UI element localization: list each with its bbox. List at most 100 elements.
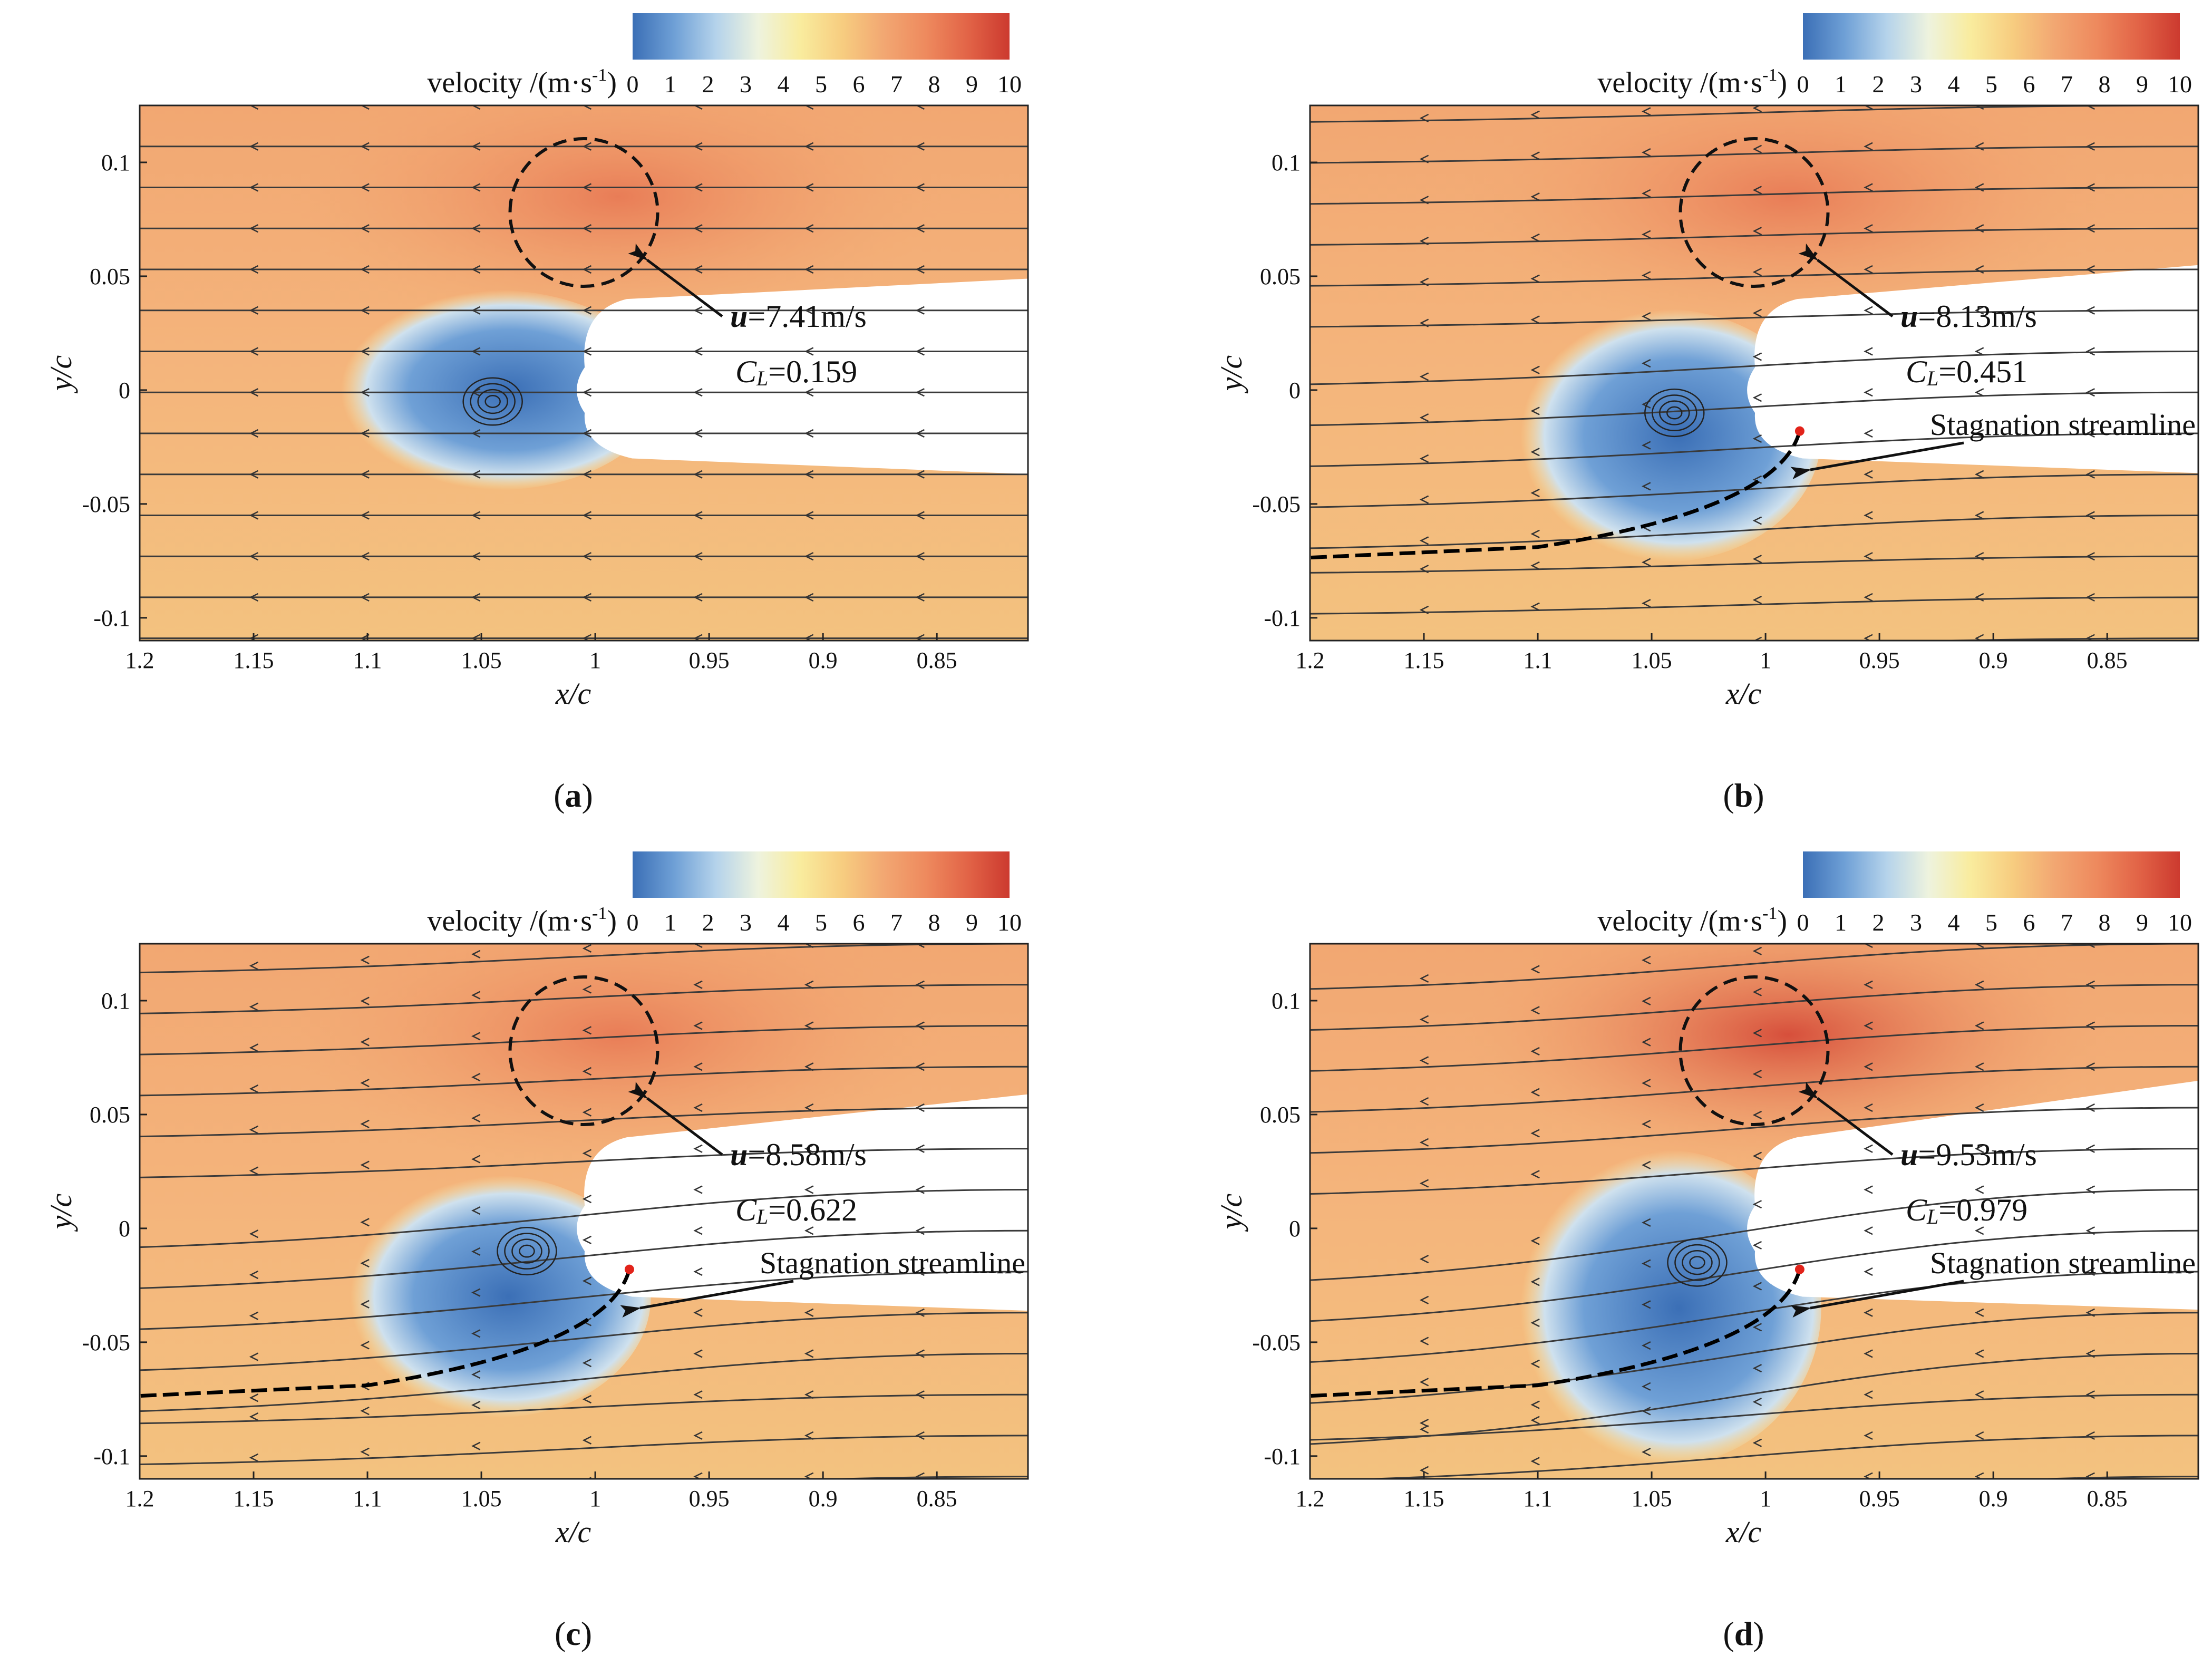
streamline-arrow [915, 224, 925, 233]
streamline-arrow [1530, 1457, 1540, 1466]
streamline-arrow [471, 1247, 481, 1256]
streamline-arrow [804, 142, 814, 151]
streamline-arrow [360, 105, 370, 110]
streamline-arrow [1419, 1138, 1429, 1147]
streamline-arrow [249, 511, 259, 520]
x-tick-label: 0.95 [689, 1486, 730, 1512]
streamline-arrow [1642, 1160, 1651, 1170]
streamline-arrow [804, 224, 814, 233]
colorbar-tick-label: 2 [702, 71, 714, 98]
stagnation-streamline [1310, 430, 1802, 560]
streamline-arrow [1864, 1390, 1873, 1399]
colorbar-tick-label: 9 [966, 909, 978, 936]
streamline-arrow [249, 306, 259, 315]
streamline-arrow [1752, 1364, 1762, 1373]
colorbar-tick-label: 6 [2023, 71, 2035, 98]
streamline-arrow [360, 1300, 370, 1309]
streamline-arrow [915, 347, 925, 356]
streamline-arrow [693, 1144, 703, 1153]
streamline-arrow [1752, 1200, 1762, 1209]
streamline-arrow [1419, 318, 1429, 327]
streamline-arrow [471, 388, 481, 397]
streamline-arrow [1642, 996, 1651, 1006]
panel-label-close: ) [1753, 777, 1764, 814]
streamline-arrow [804, 1431, 814, 1440]
streamline-arrow [582, 1358, 592, 1368]
vortex-ring [462, 377, 523, 426]
streamline-arrow [2085, 1431, 2095, 1440]
streamline-arrow [360, 593, 370, 602]
plot-frame [139, 943, 1029, 1480]
panel-label-close: ) [1753, 1615, 1764, 1652]
x-tick-label: 0.85 [917, 647, 957, 673]
plot-frame [1309, 104, 2199, 642]
u-annotation: u=9.53m/s [1900, 1137, 2037, 1172]
streamline-arrow [1642, 558, 1651, 567]
streamline [140, 1352, 1028, 1412]
streamline-arrow [471, 429, 481, 438]
streamline-arrow [1752, 1397, 1762, 1407]
streamline-arrow [804, 1103, 814, 1112]
streamline-arrow [1974, 306, 1984, 315]
streamline-arrow [2085, 183, 2095, 192]
streamline-arrow [1530, 1359, 1540, 1368]
cl-subscript: L [756, 366, 768, 390]
streamline-arrow [2085, 1390, 2095, 1399]
y-tick-label: 0.05 [90, 264, 130, 289]
y-tick-label: 0.1 [1272, 150, 1301, 176]
hydrofoil-body [577, 278, 1028, 474]
colorbar-tick-label: 0 [627, 71, 639, 98]
streamline-arrow [249, 1125, 259, 1134]
vortex-ring [511, 1238, 542, 1264]
streamline-arrow [582, 1194, 592, 1204]
streamline-arrow [249, 347, 259, 356]
x-tick-label: 0.9 [1979, 647, 2008, 673]
colorbar-tick-label: 7 [2061, 909, 2073, 936]
streamline-arrow [1530, 151, 1540, 160]
streamline-arrow [693, 1267, 703, 1276]
colorbar-tick-label: 1 [1835, 71, 1847, 98]
streamline-arrow [1530, 110, 1540, 119]
colorbar-tick-label: 6 [853, 71, 865, 98]
streamline-arrow [360, 955, 370, 964]
streamline-arrow [249, 429, 259, 438]
streamline-arrow [582, 1436, 592, 1445]
colorbar-title-exponent: -1 [592, 904, 607, 923]
streamline-arrow [1974, 1021, 1984, 1030]
u-symbol: u [730, 299, 748, 334]
x-tick-label: 1.2 [1296, 1486, 1325, 1512]
streamline-arrow [1864, 980, 1873, 989]
streamline-arrow [1649, 640, 1651, 641]
streamline-arrow [693, 429, 703, 438]
stagnation-streamline [1310, 1268, 1802, 1398]
x-tick-label: 1.15 [1404, 1486, 1444, 1512]
streamline-arrow [1974, 224, 1984, 233]
vortex-ring [1682, 1250, 1713, 1275]
streamline-arrow [1974, 1226, 1984, 1235]
streamline-arrow [1864, 224, 1873, 233]
probe-circle [508, 137, 659, 288]
streamline-arrow [804, 1062, 814, 1071]
streamline-arrow [1530, 561, 1540, 570]
streamline-arrow [1752, 1323, 1762, 1332]
panel-label: (a) [554, 777, 593, 814]
streamline-arrow [582, 1276, 592, 1285]
streamline-arrow [1864, 1185, 1873, 1194]
cl-value: =0.451 [1938, 354, 2027, 389]
streamline-arrow [2085, 388, 2095, 397]
streamline-arrow [1642, 1341, 1651, 1350]
cl-value: =0.159 [768, 354, 857, 389]
streamline-arrow [1530, 448, 1540, 457]
streamline-arrow [249, 183, 259, 192]
streamline-arrow [693, 224, 703, 233]
colorbar [633, 851, 1010, 898]
streamline-arrow [1864, 1349, 1873, 1358]
streamline-arrow [1864, 1267, 1873, 1276]
vortex-ring [1689, 1256, 1705, 1270]
cl-annotation: CL=0.979 [1906, 1193, 2027, 1228]
streamline-arrow [582, 593, 592, 602]
streamline-arrow [915, 1308, 925, 1317]
streamline-arrow [249, 470, 259, 479]
cl-value: =0.622 [768, 1193, 857, 1227]
hydrofoil-body [1747, 265, 2198, 473]
